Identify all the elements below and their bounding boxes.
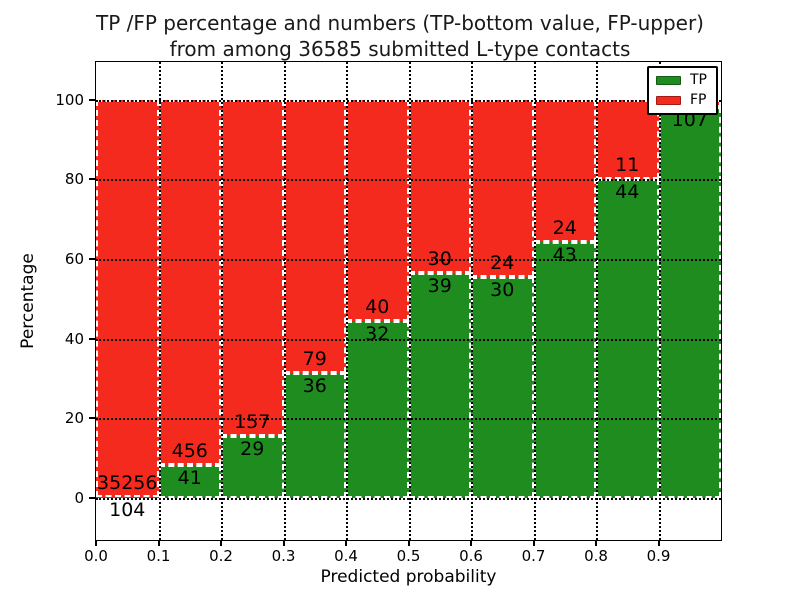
y-axis-label: Percentage	[18, 253, 38, 349]
bar-tp-segment	[96, 496, 159, 498]
x-gridline	[658, 62, 661, 540]
tp-count-label: 29	[240, 437, 265, 460]
x-gridline	[471, 62, 473, 540]
bar-labels-layer: 35256 104 456 41 157 29 79 36 40 32 30 39 24 30 24 43 11…	[96, 62, 721, 540]
y-tick-mark	[89, 178, 95, 181]
x-gridline	[408, 62, 411, 540]
y-tick-label: 20	[64, 409, 84, 428]
x-gridline	[221, 62, 223, 540]
fp-count-label: 24	[552, 217, 577, 240]
y-tick-label: 60	[64, 250, 84, 268]
chart-title: TP /FP percentage and numbers (TP-bottom…	[0, 10, 800, 62]
fp-count-label: 456	[171, 439, 208, 462]
x-axis-label: Predicted probability	[320, 567, 497, 587]
x-tick-mark	[595, 540, 597, 546]
chart-title-line1: TP /FP percentage and numbers (TP-bottom…	[96, 11, 704, 35]
x-tick-mark	[470, 540, 472, 546]
legend-label: FP	[690, 92, 707, 108]
fp-count-label: 11	[615, 154, 640, 177]
x-tick-label: 0.5	[396, 547, 421, 565]
y-tick-mark	[89, 417, 95, 420]
bar-tp-segment	[408, 272, 471, 498]
x-tick-label: 0.2	[209, 547, 233, 565]
fp-swatch-icon	[656, 96, 681, 105]
x-gridline	[158, 62, 161, 540]
chart-title-line2: from among 36585 submitted L-type contac…	[169, 37, 631, 61]
x-tick-label: 0.0	[84, 547, 108, 565]
bar-tp-segment	[596, 179, 659, 498]
fp-count-label: 35256	[97, 471, 158, 494]
x-tick-label: 0.9	[646, 547, 671, 565]
fp-count-label: 79	[302, 348, 327, 371]
plot-area: 35256 104 456 41 157 29 79 36 40 32 30 39 24 30 24 43 11…	[18, 61, 722, 587]
legend-item: TP	[656, 73, 707, 88]
x-tick-mark	[282, 540, 285, 546]
bar-fp-segment	[408, 99, 471, 273]
y-tick-label: 40	[64, 329, 84, 348]
y-tick-mark	[89, 98, 95, 101]
x-tick-mark	[532, 540, 535, 546]
tp-count-label: 44	[615, 181, 640, 204]
x-tick-mark	[220, 540, 222, 546]
tp-count-label: 30	[490, 278, 515, 301]
bar-fp-segment	[533, 99, 596, 243]
x-tick-mark	[95, 540, 97, 546]
grid-layer	[96, 62, 721, 540]
y-tick-mark	[89, 496, 95, 499]
x-gridline	[346, 62, 348, 540]
y-tick-mark	[89, 258, 95, 260]
x-tick-label: 0.4	[334, 547, 358, 565]
bar-tp-segment	[158, 464, 221, 498]
y-tick-label: 0	[74, 488, 84, 507]
x-tick-label: 0.7	[521, 547, 546, 565]
x-tick-mark	[657, 540, 660, 546]
x-tick-mark	[345, 540, 347, 546]
bar-tp-segment	[533, 242, 596, 498]
tp-count-label: 41	[177, 466, 202, 489]
legend-label: TP	[690, 72, 707, 88]
y-tick-mark	[89, 337, 95, 340]
x-tick-label: 0.6	[459, 547, 483, 565]
tp-count-label: 104	[109, 498, 146, 521]
tp-count-label: 43	[552, 244, 577, 267]
x-tick-label: 0.3	[271, 547, 296, 565]
fp-count-label: 157	[234, 410, 271, 433]
tp-swatch-icon	[656, 76, 681, 85]
bars-layer	[96, 62, 721, 540]
x-gridline	[283, 62, 286, 540]
x-tick-mark	[157, 540, 160, 546]
x-gridline	[533, 62, 536, 540]
fp-count-label: 30	[427, 247, 452, 270]
bar-fp-segment	[596, 99, 659, 180]
bar-fp-segment	[96, 99, 159, 497]
tp-count-label: 36	[302, 375, 327, 398]
x-tick-label: 0.1	[146, 547, 171, 565]
tp-count-label: 32	[365, 322, 390, 345]
legend-item: FP	[656, 93, 707, 108]
y-tick-label: 80	[64, 170, 84, 189]
x-tick-mark	[407, 540, 410, 546]
fp-count-label: 24	[490, 251, 515, 274]
x-tick-label: 0.8	[584, 547, 608, 565]
fp-count-label: 40	[365, 295, 390, 318]
legend: TP FP	[647, 66, 718, 115]
bar-tp-segment	[658, 106, 721, 498]
tp-count-label: 39	[427, 274, 452, 297]
y-tick-label: 100	[55, 90, 84, 109]
x-gridline	[596, 62, 598, 540]
